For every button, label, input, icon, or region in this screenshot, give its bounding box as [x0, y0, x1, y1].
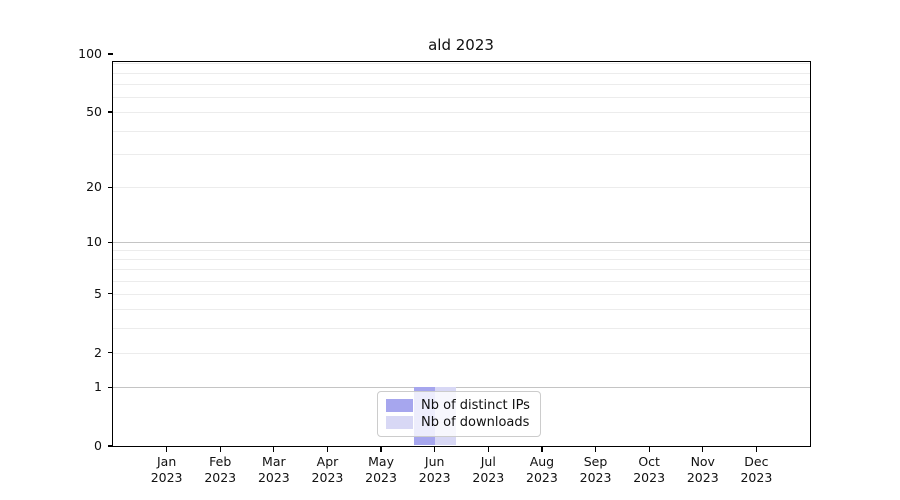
x-tick-label: Jun 2023 — [418, 454, 451, 485]
gridline-minor — [113, 96, 810, 98]
x-axis-tick — [487, 446, 489, 452]
gridline-minor — [113, 154, 810, 156]
gridline-minor — [113, 250, 810, 252]
plot-area — [112, 61, 811, 447]
gridline-minor — [113, 309, 810, 311]
gridline-minor — [113, 280, 810, 282]
x-axis-tick — [273, 446, 275, 452]
y-tick-label: 100 — [78, 46, 102, 61]
legend-item-downloads: Nb of downloads — [386, 414, 532, 431]
legend-label-downloads: Nb of downloads — [421, 415, 530, 430]
y-tick-label: 50 — [86, 104, 102, 120]
legend: Nb of distinct IPs Nb of downloads — [377, 391, 541, 437]
x-tick-label: Mar 2023 — [257, 454, 290, 485]
legend-swatch-distinct-ips — [386, 399, 413, 412]
x-axis-tick — [166, 446, 168, 452]
x-axis-tick — [219, 446, 221, 452]
x-tick-label: Jul 2023 — [472, 454, 505, 485]
y-axis-tick — [107, 53, 113, 55]
y-axis-tick — [107, 293, 113, 295]
x-axis-tick — [594, 446, 597, 452]
gridline-minor — [113, 72, 810, 74]
gridline-minor — [113, 83, 810, 85]
x-axis-tick — [434, 446, 436, 452]
gridline-minor — [113, 187, 810, 189]
x-tick-label: Feb 2023 — [204, 454, 237, 485]
y-axis-tick — [107, 186, 113, 188]
y-axis-tick — [107, 445, 113, 447]
y-axis-tick — [107, 386, 113, 388]
plot-inner — [113, 62, 810, 446]
gridline-minor — [113, 112, 810, 114]
y-tick-label: 20 — [86, 179, 102, 195]
x-axis-tick — [702, 446, 704, 452]
x-tick-label: Sep 2023 — [579, 454, 612, 485]
legend-swatch-downloads — [386, 416, 413, 429]
gridline-minor — [113, 130, 810, 132]
gridline-minor — [113, 293, 810, 295]
y-tick-label: 10 — [86, 234, 102, 250]
gridline-major — [113, 387, 810, 389]
legend-label-distinct-ips: Nb of distinct IPs — [421, 398, 530, 413]
gridline-minor — [113, 259, 810, 261]
gridline-minor — [113, 328, 810, 330]
y-tick-label: 5 — [94, 285, 102, 301]
legend-item-distinct-ips: Nb of distinct IPs — [386, 397, 532, 414]
gridline-minor — [113, 62, 810, 64]
gridline-major — [113, 242, 810, 244]
x-axis-tick — [541, 446, 543, 452]
x-tick-label: Apr 2023 — [311, 454, 344, 485]
gridline-minor — [113, 352, 810, 354]
chart-title: ald 2023 — [428, 36, 494, 54]
x-tick-label: Aug 2023 — [526, 454, 558, 485]
y-tick-label: 1 — [94, 379, 102, 395]
gridline-minor — [113, 269, 810, 271]
x-axis-tick — [755, 446, 757, 452]
x-tick-label: May 2023 — [365, 454, 397, 485]
x-tick-label: Nov 2023 — [686, 454, 719, 485]
x-axis-tick — [326, 446, 329, 452]
y-axis-tick — [107, 111, 113, 113]
x-tick-label: Oct 2023 — [633, 454, 666, 485]
y-axis-tick — [107, 241, 113, 243]
x-tick-label: Dec 2023 — [740, 454, 773, 485]
y-axis-tick — [107, 352, 113, 354]
x-axis-tick — [648, 446, 650, 452]
y-tick-label: 2 — [94, 344, 102, 360]
x-axis-tick — [380, 446, 382, 452]
y-tick-label: 0 — [94, 438, 102, 453]
x-tick-label: Jan 2023 — [150, 454, 183, 485]
